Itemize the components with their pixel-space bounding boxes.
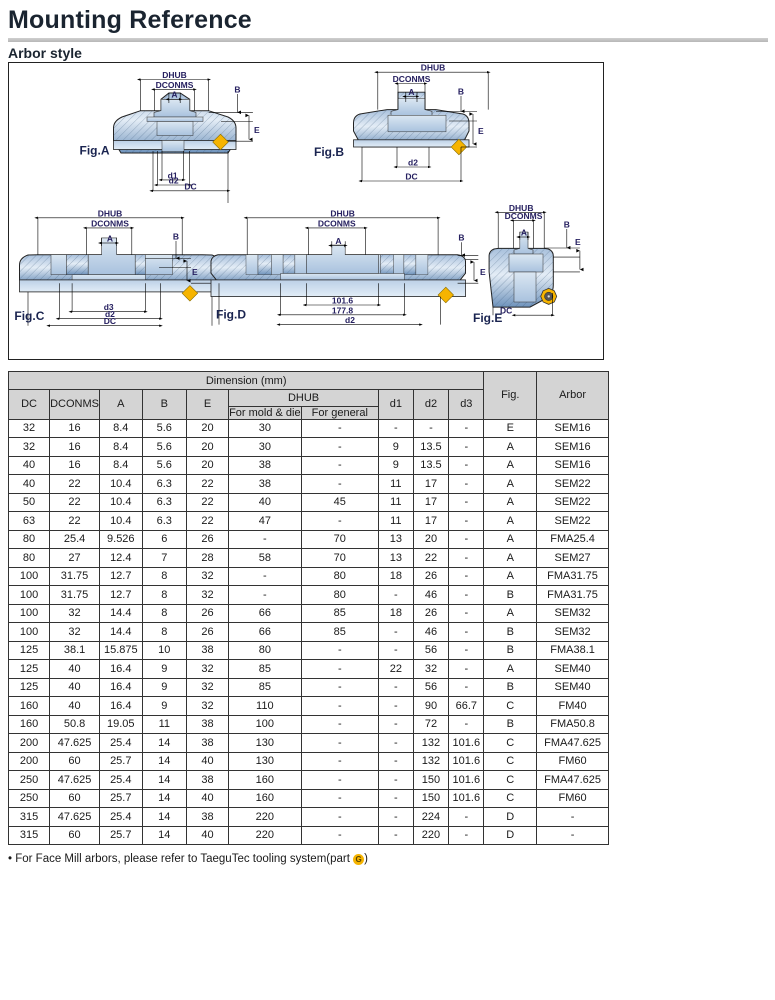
svg-text:DHUB: DHUB	[162, 70, 187, 80]
svg-text:Fig.D: Fig.D	[216, 308, 246, 322]
svg-text:B: B	[458, 87, 464, 97]
svg-text:A: A	[171, 90, 177, 100]
svg-text:DCONMS: DCONMS	[318, 218, 356, 228]
svg-text:DCONMS: DCONMS	[91, 218, 129, 228]
svg-text:E: E	[480, 267, 486, 277]
svg-text:DC: DC	[104, 316, 116, 326]
svg-text:d2: d2	[408, 158, 418, 168]
svg-text:DC: DC	[184, 181, 196, 191]
svg-text:E: E	[254, 125, 260, 135]
svg-text:E: E	[192, 267, 198, 277]
svg-text:A: A	[408, 87, 414, 97]
svg-text:DHUB: DHUB	[330, 208, 355, 218]
svg-text:DHUB: DHUB	[98, 208, 123, 218]
svg-text:B: B	[564, 220, 570, 230]
svg-text:E: E	[575, 237, 581, 247]
svg-text:101.6: 101.6	[332, 296, 354, 306]
svg-text:DC: DC	[405, 172, 417, 182]
svg-text:DCONMS: DCONMS	[393, 74, 431, 84]
svg-text:Fig.B: Fig.B	[314, 145, 344, 159]
svg-text:A: A	[335, 236, 341, 246]
svg-text:Fig.C: Fig.C	[14, 309, 44, 323]
svg-text:B: B	[458, 233, 464, 243]
svg-text:A: A	[107, 234, 113, 244]
svg-text:177.8: 177.8	[332, 305, 354, 315]
svg-text:d2: d2	[345, 315, 355, 325]
svg-text:DCONMS: DCONMS	[505, 211, 543, 221]
svg-text:Fig.E: Fig.E	[473, 311, 502, 325]
svg-text:E: E	[478, 126, 484, 136]
svg-text:B: B	[173, 232, 179, 242]
svg-text:DHUB: DHUB	[421, 63, 446, 73]
svg-text:d2: d2	[169, 176, 179, 186]
svg-text:Fig.A: Fig.A	[80, 144, 110, 158]
svg-text:DCONMS: DCONMS	[156, 80, 194, 90]
svg-text:A: A	[521, 228, 527, 238]
svg-text:B: B	[234, 85, 240, 95]
